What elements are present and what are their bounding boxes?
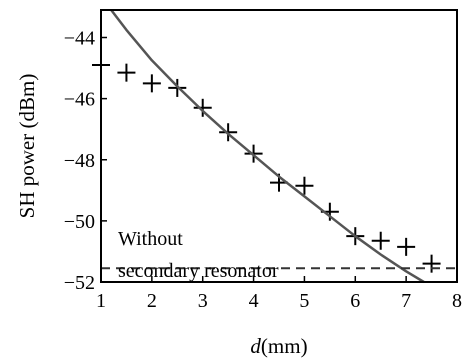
x-tick-label: 6 [350, 290, 360, 312]
x-tick-label: 7 [401, 290, 411, 312]
y-axis-label: SH power (dBm) [15, 74, 39, 219]
x-tick-label: 1 [96, 290, 106, 312]
x-tick-label: 5 [299, 290, 309, 312]
x-tick-label: 8 [452, 290, 462, 312]
x-tick-label: 4 [249, 290, 259, 312]
y-tick-label: −52 [64, 272, 95, 294]
data-point-plus [422, 254, 441, 273]
annotation-line-1: Without [118, 228, 183, 250]
data-point-plus [193, 98, 212, 117]
data-point-plus [295, 176, 314, 195]
plot-area [92, 9, 458, 284]
x-tick-label: 3 [198, 290, 208, 312]
data-point-plus [117, 63, 136, 82]
y-tick-label: −44 [64, 28, 95, 50]
plot-frame [100, 9, 458, 283]
fit-curve [110, 9, 425, 284]
y-tick-label: −48 [64, 150, 95, 172]
x-axis-label-unit: (mm) [261, 334, 308, 358]
x-axis-label-variable: d [250, 334, 261, 358]
data-point-plus [397, 237, 416, 256]
x-tick-label: 2 [147, 290, 157, 312]
x-axis: 1 2 3 4 5 6 7 8 [96, 276, 462, 312]
x-axis-label: d(mm) [250, 334, 307, 358]
series-layer [92, 9, 457, 284]
y-tick-label: −46 [64, 89, 95, 111]
data-point-plus [142, 74, 161, 93]
data-point-plus [371, 231, 390, 250]
annotation-line-2: secondary resonator [118, 260, 279, 282]
y-tick-label: −50 [64, 211, 95, 233]
y-axis: −52 −50 −48 −46 −44 [64, 28, 107, 294]
